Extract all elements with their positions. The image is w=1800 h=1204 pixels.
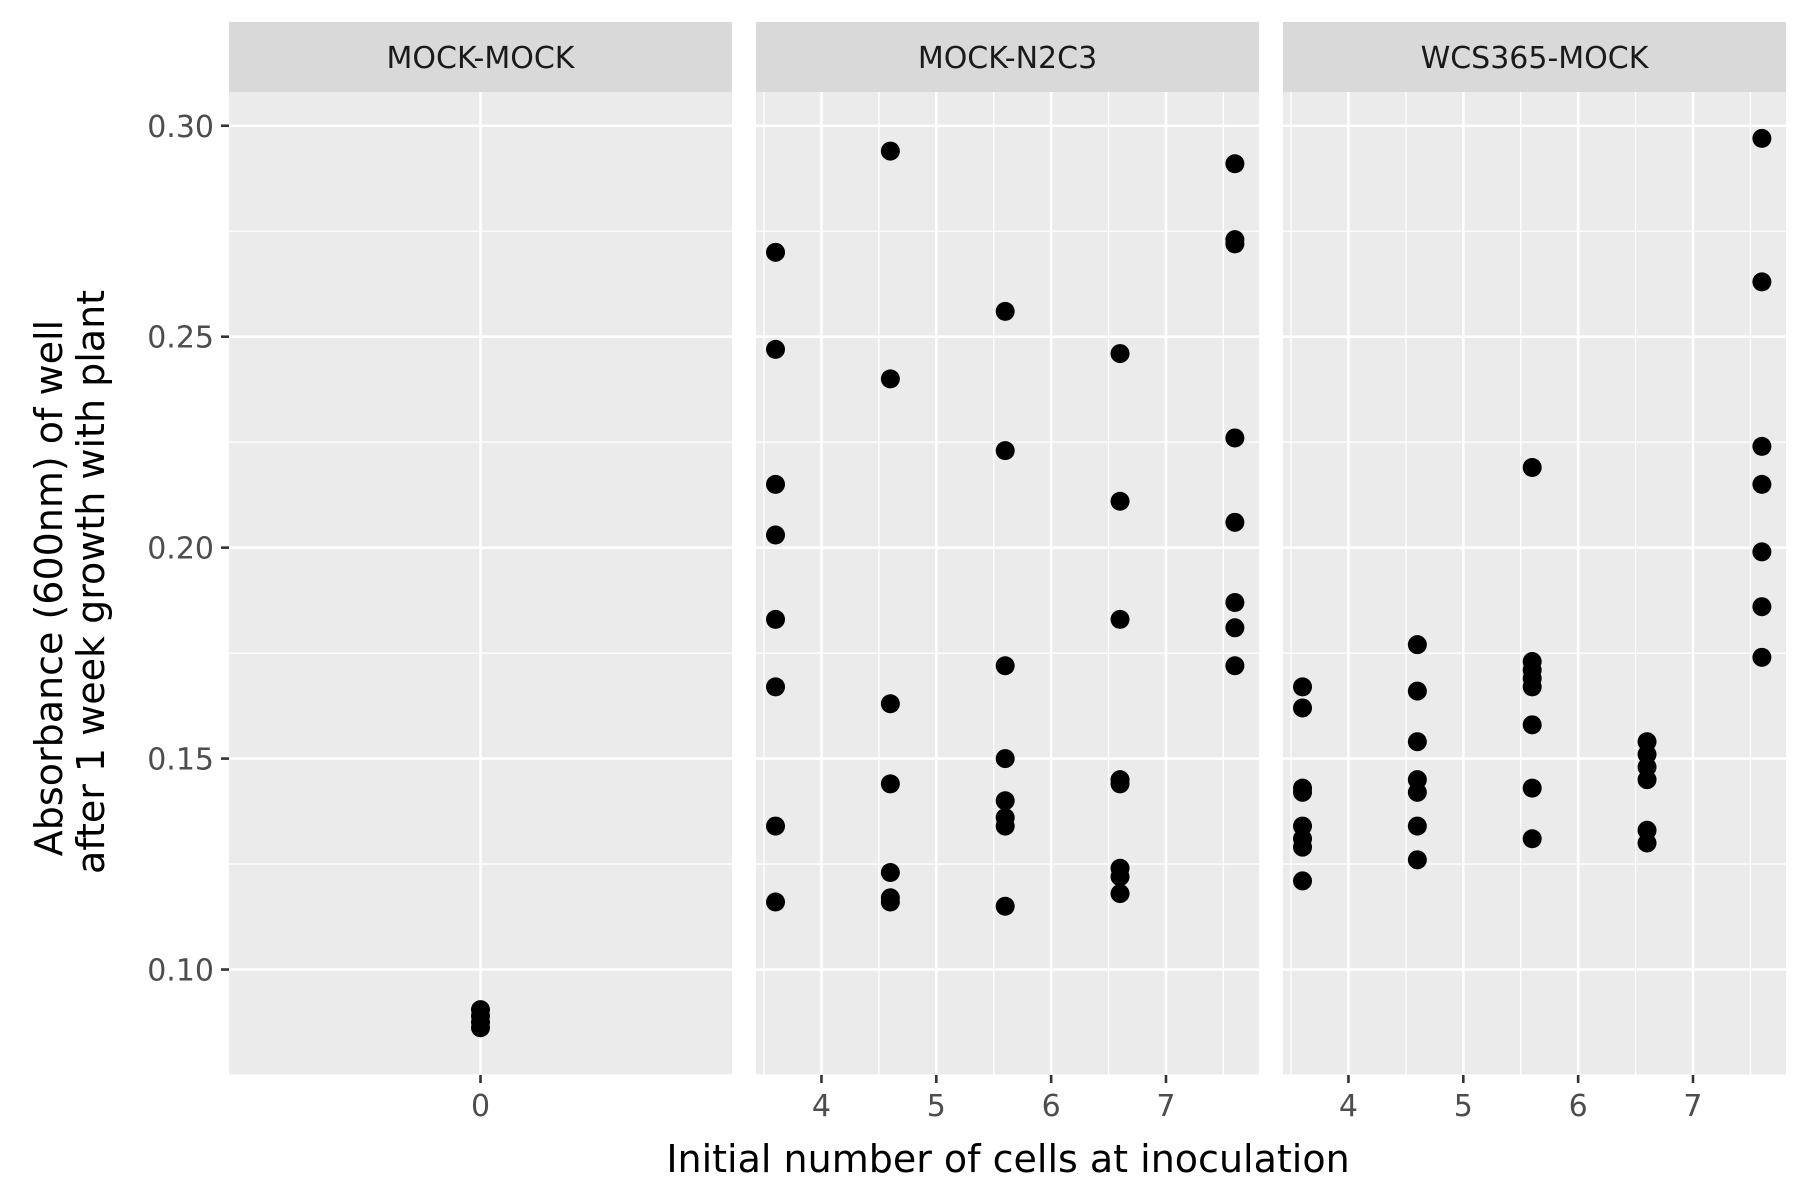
data-point xyxy=(1225,656,1245,676)
x-tick-label: 4 xyxy=(1339,1089,1358,1124)
facet-panel-wcs365-mock: WCS365-MOCK 4 5 6 7 xyxy=(1283,22,1786,1124)
data-point xyxy=(1637,833,1657,853)
data-point xyxy=(1110,774,1130,794)
facet-strip xyxy=(229,22,732,92)
x-tick-label: 6 xyxy=(1569,1089,1588,1124)
data-point xyxy=(766,892,786,912)
y-axis-title-line-1: Absorbance (600nm) of well xyxy=(27,320,71,856)
data-point xyxy=(1752,597,1772,617)
data-point xyxy=(1110,344,1130,364)
data-point xyxy=(1752,128,1772,148)
y-axis-title-line-2: after 1 week growth with plant xyxy=(69,290,113,874)
facet-strip-label: WCS365-MOCK xyxy=(1421,41,1650,76)
x-tick-label: 4 xyxy=(812,1089,831,1124)
y-axis: 0.10 0.15 0.20 0.25 0.30 xyxy=(147,110,229,989)
facet-strip xyxy=(756,22,1259,92)
data-point xyxy=(1522,829,1542,849)
data-point xyxy=(1407,732,1427,752)
panel-background xyxy=(756,92,1259,1075)
data-point xyxy=(766,339,786,359)
data-point xyxy=(1225,234,1245,254)
data-point xyxy=(766,474,786,494)
data-point xyxy=(1522,778,1542,798)
data-point xyxy=(995,441,1015,461)
data-point xyxy=(1225,428,1245,448)
data-point xyxy=(766,242,786,262)
data-point xyxy=(995,749,1015,769)
data-point xyxy=(1293,837,1313,857)
data-point xyxy=(880,862,900,882)
data-point xyxy=(1225,618,1245,638)
data-point xyxy=(880,892,900,912)
facet-panel-mock-mock: MOCK-MOCK 0 xyxy=(229,22,732,1124)
x-axis-title: Initial number of cells at inoculation xyxy=(666,1137,1349,1181)
x-tick-label: 7 xyxy=(1156,1089,1175,1124)
y-tick-label: 0.15 xyxy=(147,743,214,778)
x-tick-label: 5 xyxy=(927,1089,946,1124)
data-point xyxy=(766,677,786,697)
data-point xyxy=(1752,272,1772,292)
data-point xyxy=(1752,436,1772,456)
data-point xyxy=(766,609,786,629)
data-point xyxy=(880,369,900,389)
data-point xyxy=(1407,816,1427,836)
data-point xyxy=(880,694,900,714)
data-point xyxy=(1522,457,1542,477)
data-point xyxy=(1407,850,1427,870)
data-point xyxy=(1752,647,1772,667)
facet-panels: MOCK-MOCK 0 MOCK-N2C3 4 5 6 7 WCS365-MOCK 4 5 6 7 xyxy=(229,22,1786,1124)
y-tick-label: 0.20 xyxy=(147,532,214,567)
facet-strip xyxy=(1283,22,1786,92)
data-point xyxy=(766,816,786,836)
data-point xyxy=(995,791,1015,811)
data-point xyxy=(1110,867,1130,887)
data-point xyxy=(471,1018,490,1038)
x-tick-label: 5 xyxy=(1454,1089,1473,1124)
data-point xyxy=(1293,677,1313,697)
x-tick-label: 7 xyxy=(1683,1089,1702,1124)
data-point xyxy=(880,141,900,161)
y-tick-label: 0.25 xyxy=(147,321,214,356)
data-point xyxy=(766,525,786,545)
y-tick-label: 0.30 xyxy=(147,110,214,145)
data-point xyxy=(1110,609,1130,629)
data-point xyxy=(1293,871,1313,891)
data-point xyxy=(1752,542,1772,562)
facet-strip-label: MOCK-MOCK xyxy=(387,41,576,76)
data-point xyxy=(995,816,1015,836)
data-point xyxy=(1293,782,1313,802)
facet-panel-mock-n2c3: MOCK-N2C3 4 5 6 7 xyxy=(756,22,1259,1124)
x-tick-label: 0 xyxy=(471,1089,490,1124)
data-point xyxy=(1110,884,1130,904)
data-point xyxy=(1522,677,1542,697)
data-point xyxy=(1225,154,1245,174)
data-point xyxy=(880,774,900,794)
data-point xyxy=(995,301,1015,321)
data-point xyxy=(995,656,1015,676)
y-tick-label: 0.10 xyxy=(147,954,214,989)
x-tick-label: 6 xyxy=(1042,1089,1061,1124)
data-point xyxy=(1407,782,1427,802)
data-point xyxy=(1752,474,1772,494)
data-point xyxy=(1407,681,1427,701)
data-point xyxy=(1522,715,1542,735)
data-point xyxy=(1225,592,1245,612)
data-point xyxy=(1637,770,1657,790)
y-axis-title: Absorbance (600nm) of well after 1 week … xyxy=(27,290,113,874)
data-point xyxy=(1225,512,1245,532)
data-point xyxy=(1293,698,1313,718)
panel-background xyxy=(1283,92,1786,1075)
data-point xyxy=(1110,491,1130,511)
data-point xyxy=(1407,635,1427,655)
data-point xyxy=(995,896,1015,916)
facet-strip-label: MOCK-N2C3 xyxy=(918,41,1097,76)
